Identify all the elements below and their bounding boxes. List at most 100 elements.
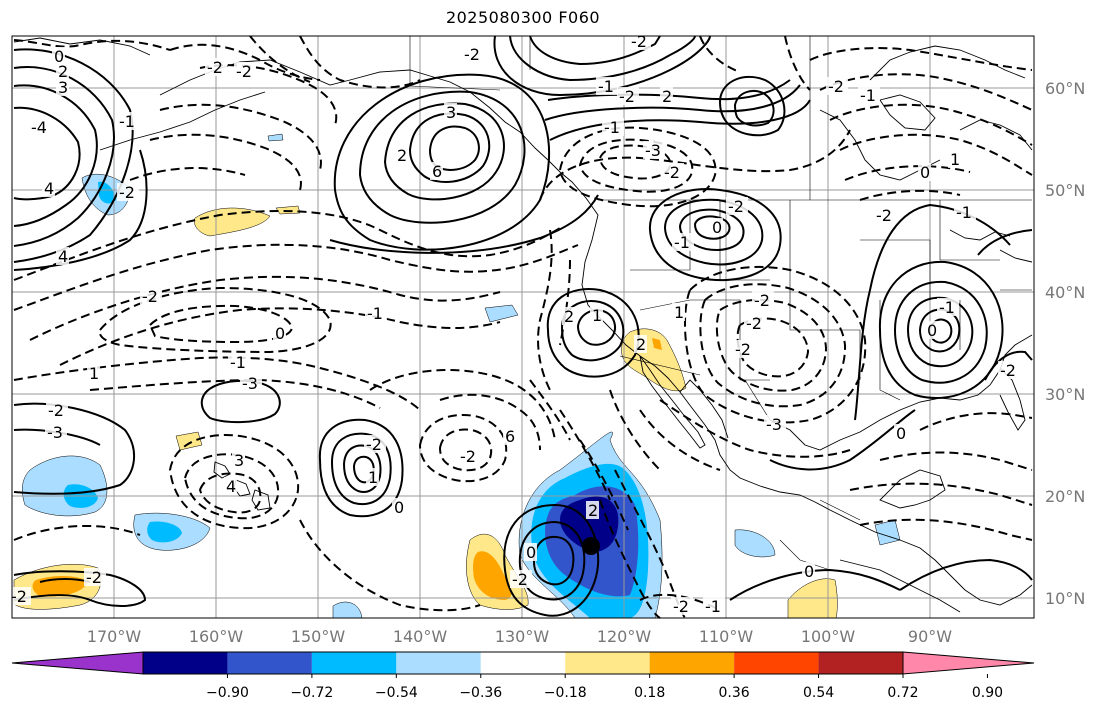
svg-text:2: 2: [588, 501, 598, 520]
contour-label: 2: [56, 62, 69, 81]
contour-label: -2: [826, 77, 848, 96]
colorbar-swatch: [818, 652, 903, 674]
svg-text:3: 3: [58, 78, 68, 97]
colorbar-tick-label: −0.54: [375, 685, 418, 701]
contour-label: 1: [87, 364, 100, 383]
latitude-labels: 60°N 50°N 40°N 30°N 20°N 10°N: [1045, 79, 1085, 608]
longitude-label: 90°W: [908, 627, 952, 646]
positive-anomaly-155w: [194, 207, 271, 237]
contour-label: -2: [364, 435, 386, 454]
svg-text:-1: -1: [956, 203, 972, 222]
contour-label: 3: [232, 451, 245, 470]
svg-text:-2: -2: [746, 314, 762, 333]
contour-label: -3: [240, 374, 262, 393]
svg-text:-1: -1: [604, 118, 620, 137]
negative-anomaly-east: [734, 529, 776, 558]
svg-text:-2: -2: [673, 597, 689, 616]
svg-text:4: 4: [44, 179, 54, 198]
contour-label: -2: [744, 314, 766, 333]
contour-label: -1: [596, 77, 618, 96]
latitude-label: 50°N: [1045, 181, 1085, 200]
contour-label: 2: [562, 307, 575, 326]
contour-label: -1: [365, 304, 387, 323]
contour-label: 0: [925, 321, 938, 340]
contour-label: -2: [117, 183, 139, 202]
svg-text:-2: -2: [828, 77, 844, 96]
negative-anomaly-south-small: [332, 601, 363, 619]
contour-label: -2: [458, 447, 480, 466]
longitude-label: 120°W: [597, 627, 652, 646]
contour-label: -2: [671, 597, 693, 616]
svg-text:6: 6: [505, 427, 515, 446]
longitude-label: 110°W: [699, 627, 754, 646]
svg-text:2: 2: [397, 146, 407, 165]
contour-label: -1: [602, 118, 624, 137]
colorbar-over-triangle: [902, 651, 1035, 675]
contour-label: 0: [524, 543, 537, 562]
svg-text:-2: -2: [11, 587, 27, 606]
contour-label: 0: [918, 163, 931, 182]
colorbar-swatch: [734, 652, 819, 674]
positive-anomaly-155w-small: [275, 205, 301, 215]
positive-anomaly-hawaii: [175, 431, 203, 451]
svg-text:0: 0: [54, 47, 64, 66]
svg-text:-1: -1: [705, 597, 721, 616]
contour-label: 0: [273, 324, 286, 343]
svg-text:-2: -2: [236, 62, 252, 81]
contour-label: -2: [140, 287, 162, 306]
svg-text:-2: -2: [464, 45, 480, 64]
negative-anomaly-west-2-core: [147, 521, 182, 543]
contour-label: 0: [802, 562, 815, 581]
svg-text:1: 1: [950, 150, 960, 169]
svg-text:-1: -1: [674, 233, 690, 252]
longitude-label: 140°W: [393, 627, 448, 646]
contour-label: -2: [874, 206, 896, 225]
svg-text:-2: -2: [48, 401, 64, 420]
contour-label: -1: [954, 203, 976, 222]
colorbar-swatch: [649, 652, 735, 674]
contour-label: -3: [764, 415, 786, 434]
longitude-label: 100°W: [801, 627, 856, 646]
contour-label: 1: [948, 150, 961, 169]
svg-text:-2: -2: [876, 206, 892, 225]
svg-text:-2: -2: [754, 291, 770, 310]
svg-text:0: 0: [927, 321, 937, 340]
svg-text:-4: -4: [31, 118, 47, 137]
contour-label: -2: [84, 568, 106, 587]
svg-text:0: 0: [920, 163, 930, 182]
svg-text:-2: -2: [728, 197, 744, 216]
contour-label: -2: [617, 87, 639, 106]
contour-label: -3: [45, 423, 67, 442]
contour-label: 3: [56, 78, 69, 97]
contour-label: 4: [224, 477, 237, 496]
contour-label: 6: [503, 427, 516, 446]
svg-text:-1: -1: [230, 353, 246, 372]
colorbar-swatch: [227, 652, 312, 674]
negative-anomaly-west-1: [22, 455, 108, 517]
svg-text:6: 6: [432, 162, 442, 181]
svg-text:1: 1: [368, 468, 378, 487]
contour-label: -1: [672, 233, 694, 252]
colorbar-tick-label: 0.36: [719, 685, 750, 701]
longitude-label: 130°W: [495, 627, 550, 646]
svg-text:0: 0: [275, 324, 285, 343]
svg-text:1: 1: [592, 306, 602, 325]
colorbar-swatch: [480, 652, 566, 674]
colorbar: −0.90 −0.72 −0.54 −0.36 −0.18 0.18 0.36 0.54 0.7…: [11, 651, 1035, 701]
contour-label: 0: [710, 218, 723, 237]
svg-text:-2: -2: [366, 435, 382, 454]
svg-text:0: 0: [526, 543, 536, 562]
svg-text:-2: -2: [735, 340, 751, 359]
contour-label: -2: [726, 197, 748, 216]
map-title: 2025080300 F060: [445, 8, 601, 27]
contour-label: -2: [46, 401, 68, 420]
svg-text:1: 1: [89, 364, 99, 383]
negative-anomaly-ea2: [874, 519, 901, 546]
svg-text:1: 1: [674, 303, 684, 322]
svg-text:2: 2: [636, 335, 646, 354]
latitude-label: 20°N: [1045, 487, 1085, 506]
latitude-label: 40°N: [1045, 283, 1085, 302]
map-panel: 023-2-2 -2-1-4-2423641-2-10-1-2-3-3-2634-…: [9, 32, 1035, 619]
contour-label: 1: [590, 306, 603, 325]
svg-text:-2: -2: [119, 183, 135, 202]
